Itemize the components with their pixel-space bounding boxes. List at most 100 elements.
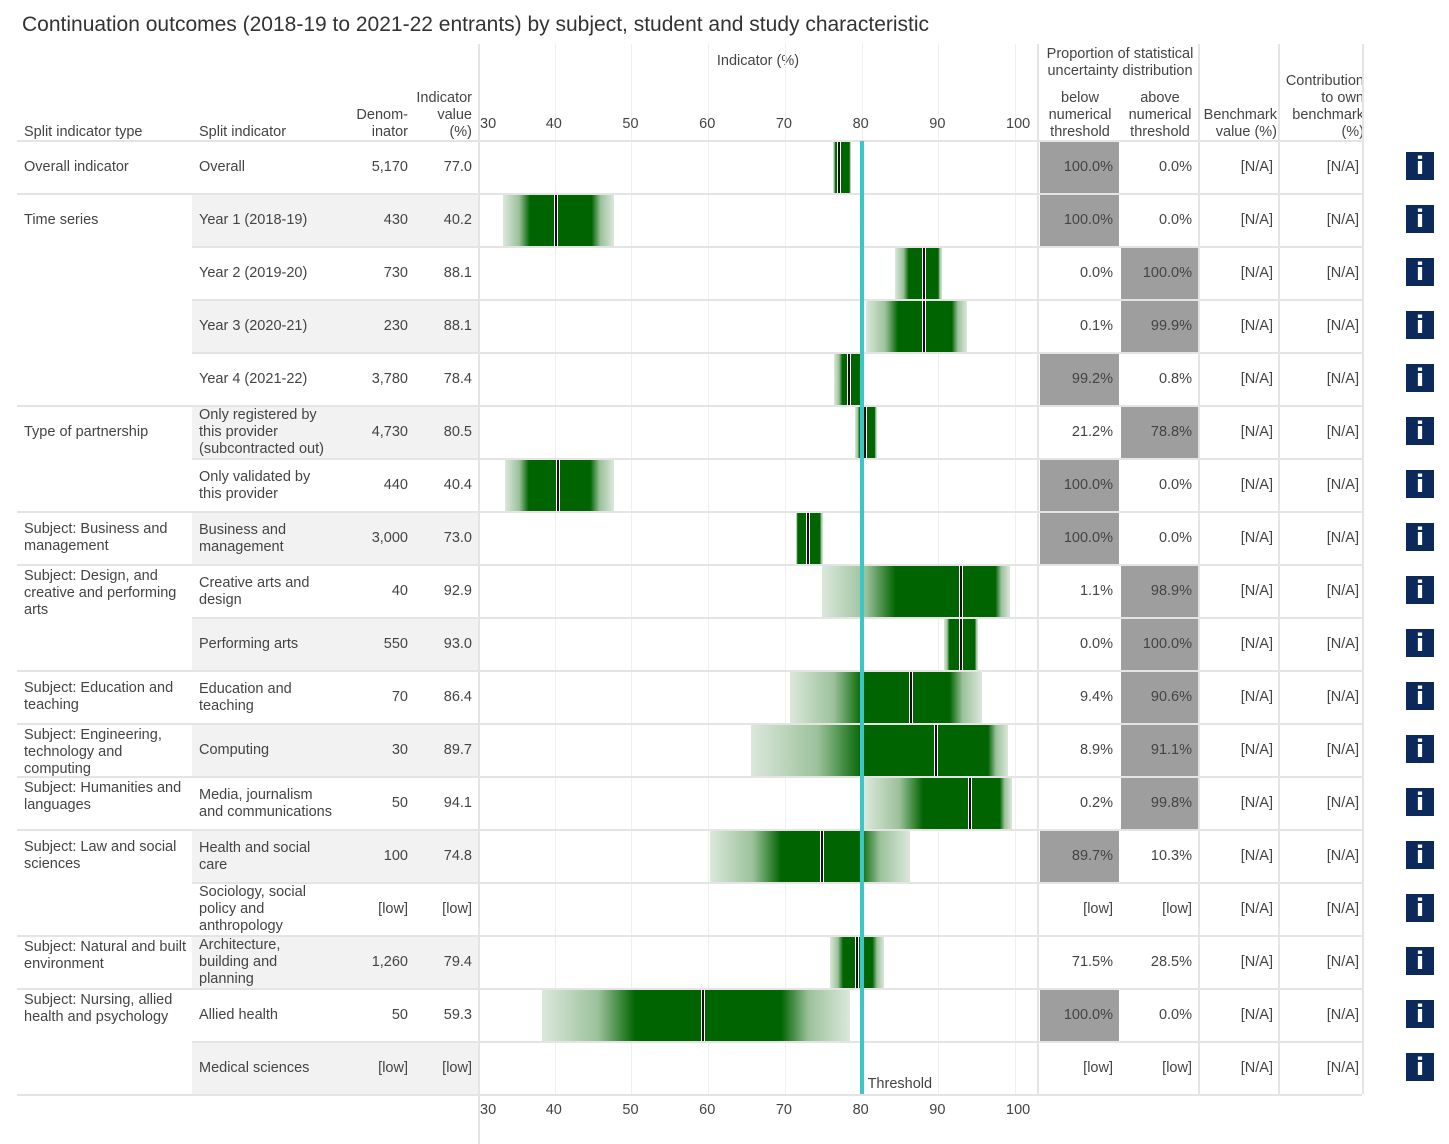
x-tick-label-top: 40	[545, 116, 562, 132]
indicator-value: 89.7	[443, 742, 472, 758]
uncertainty-band	[503, 195, 614, 246]
indicator-value: [low]	[442, 901, 472, 917]
denominator: 730	[383, 265, 408, 281]
benchmark-value: [N/A]	[1240, 212, 1273, 228]
info-icon[interactable]: i	[1406, 576, 1434, 604]
info-icon[interactable]: i	[1406, 629, 1434, 657]
x-tick-label-top: 50	[622, 116, 639, 132]
row-divider	[17, 723, 1362, 725]
header-below: below numerical threshold	[1048, 90, 1112, 140]
split-indicator-type: Subject: Design, and creative and perfor…	[24, 568, 177, 618]
benchmark-value: [N/A]	[1240, 848, 1273, 864]
below-threshold-proportion: 100.0%	[1040, 990, 1119, 1041]
denominator: 440	[383, 477, 408, 493]
row-background	[192, 831, 478, 882]
row-divider	[17, 564, 1362, 566]
table-bottom-divider	[17, 1094, 1362, 1096]
above-threshold-proportion: 0.0%	[1158, 530, 1192, 546]
contribution-value: [N/A]	[1326, 371, 1359, 387]
benchmark-value: [N/A]	[1240, 795, 1273, 811]
contribution-value: [N/A]	[1326, 424, 1359, 440]
indicator-value: 59.3	[443, 1007, 472, 1023]
row-divider	[17, 140, 1362, 142]
above-threshold-proportion: 0.0%	[1158, 1007, 1192, 1023]
info-icon[interactable]: i	[1406, 470, 1434, 498]
above-threshold-proportion: 91.1%	[1121, 725, 1198, 776]
indicator-value-marker	[854, 937, 859, 988]
row-background	[192, 725, 478, 776]
denominator: 550	[383, 636, 408, 652]
benchmark-value: [N/A]	[1240, 265, 1273, 281]
row-divider	[192, 458, 1362, 460]
info-icon[interactable]: i	[1406, 152, 1434, 180]
benchmark-value: [N/A]	[1240, 689, 1273, 705]
above-threshold-proportion: 78.8%	[1121, 407, 1198, 458]
info-icon[interactable]: i	[1406, 311, 1434, 339]
info-icon[interactable]: i	[1406, 1053, 1434, 1081]
header-benchmark: Benchmark value (%)	[1203, 107, 1277, 140]
below-threshold-proportion: 100.0%	[1040, 142, 1119, 193]
info-icon[interactable]: i	[1406, 682, 1434, 710]
row-divider	[192, 299, 1362, 301]
contribution-value: [N/A]	[1326, 583, 1359, 599]
info-icon[interactable]: i	[1406, 894, 1434, 922]
denominator: 4,730	[371, 424, 408, 440]
info-icon[interactable]: i	[1406, 841, 1434, 869]
below-threshold-proportion: 0.0%	[1079, 265, 1113, 281]
row-background	[192, 937, 478, 988]
indicator-value-marker	[847, 354, 852, 405]
row-background	[192, 513, 478, 564]
header-chart: Indicator (%)	[716, 53, 800, 69]
info-icon[interactable]: i	[1406, 947, 1434, 975]
above-threshold-proportion: 99.9%	[1121, 301, 1198, 352]
info-icon[interactable]: i	[1406, 523, 1434, 551]
info-icon[interactable]: i	[1406, 1000, 1434, 1028]
row-divider	[17, 776, 1362, 778]
below-threshold-proportion: 100.0%	[1040, 513, 1119, 564]
row-divider	[17, 670, 1362, 672]
gridline	[1015, 44, 1016, 1094]
below-threshold-proportion: [low]	[1083, 901, 1113, 917]
split-indicator: Business and management	[199, 521, 287, 555]
x-tick-label-top: 70	[775, 116, 792, 132]
info-icon[interactable]: i	[1406, 258, 1434, 286]
benchmark-value: [N/A]	[1240, 318, 1273, 334]
split-indicator: Sociology, social policy and anthropolog…	[199, 884, 306, 934]
indicator-value: 94.1	[443, 795, 472, 811]
below-threshold-proportion: 21.2%	[1071, 424, 1113, 440]
split-indicator: Overall	[199, 159, 245, 175]
indicator-value-marker	[555, 460, 560, 511]
row-divider	[17, 935, 1362, 937]
info-icon[interactable]: i	[1406, 205, 1434, 233]
below-threshold-proportion: 71.5%	[1071, 954, 1113, 970]
above-threshold-proportion: 0.0%	[1158, 477, 1192, 493]
benchmark-value: [N/A]	[1240, 742, 1273, 758]
denominator: 430	[383, 212, 408, 228]
info-icon[interactable]: i	[1406, 364, 1434, 392]
indicator-value-marker	[958, 566, 963, 617]
above-threshold-proportion: 0.0%	[1158, 159, 1192, 175]
column-divider	[1198, 44, 1200, 1094]
below-threshold-proportion: 0.0%	[1079, 636, 1113, 652]
above-threshold-proportion: 0.0%	[1158, 212, 1192, 228]
uncertainty-band	[790, 672, 982, 723]
split-indicator: Performing arts	[199, 636, 299, 652]
below-threshold-proportion: 1.1%	[1079, 583, 1113, 599]
split-indicator: Year 4 (2021-22)	[199, 371, 308, 387]
row-divider	[17, 829, 1362, 831]
above-threshold-proportion: 10.3%	[1150, 848, 1192, 864]
indicator-value: 40.2	[443, 212, 472, 228]
above-threshold-proportion: 99.8%	[1121, 778, 1198, 829]
above-threshold-proportion: [low]	[1162, 1060, 1192, 1076]
split-indicator-type: Subject: Natural and built environment	[24, 939, 187, 972]
split-indicator: Health and social care	[199, 839, 311, 873]
split-indicator-type: Overall indicator	[24, 158, 129, 175]
contribution-value: [N/A]	[1326, 318, 1359, 334]
info-icon[interactable]: i	[1406, 417, 1434, 445]
denominator: 30	[391, 742, 408, 758]
split-indicator: Year 2 (2019-20)	[199, 265, 308, 281]
below-threshold-proportion: 8.9%	[1079, 742, 1113, 758]
info-icon[interactable]: i	[1406, 788, 1434, 816]
info-icon[interactable]: i	[1406, 735, 1434, 763]
indicator-value: 88.1	[443, 318, 472, 334]
